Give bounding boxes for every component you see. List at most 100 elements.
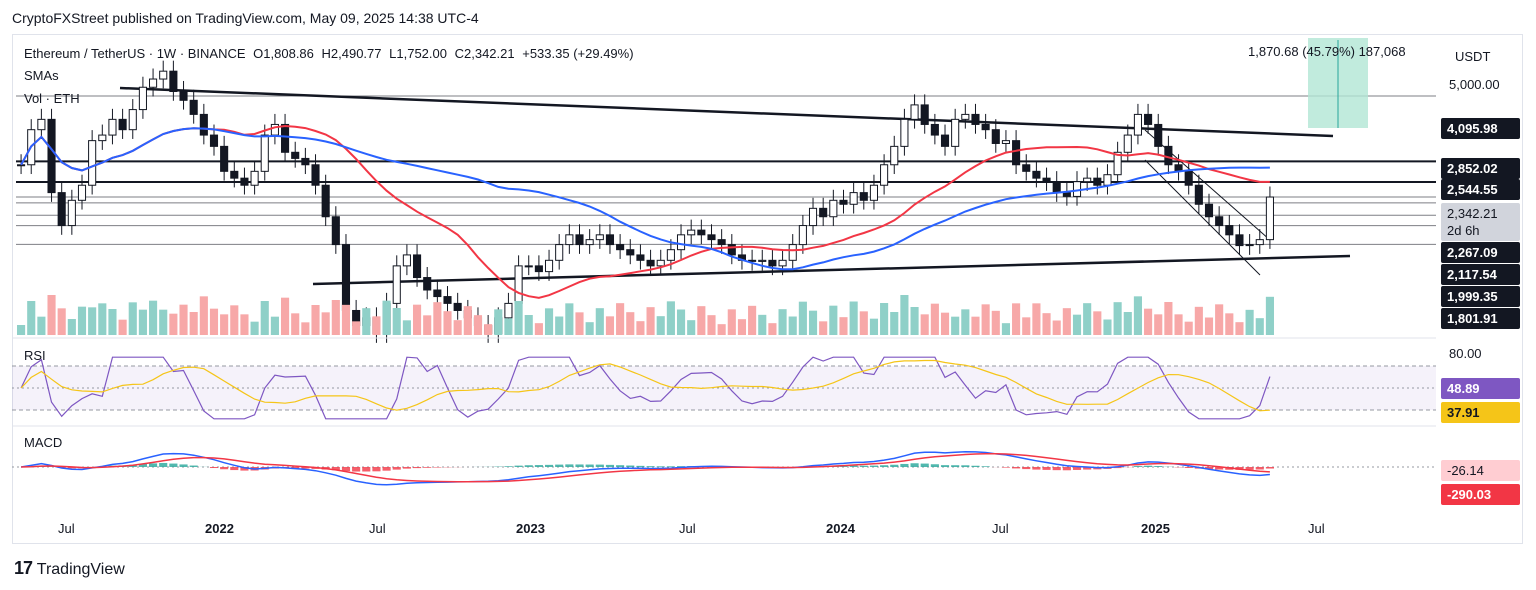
macd-histogram-bar [1012,467,1021,469]
rsi-value-tag: 48.89 [1441,378,1520,399]
volume-bar [951,316,960,335]
candle-body [402,254,411,267]
time-label: Jul [992,521,1009,536]
volume-bar [1174,314,1183,335]
volume-bar [1255,318,1264,335]
macd-histogram-bar [585,464,594,467]
lower-trendline [312,254,1351,286]
candle-body [199,113,208,136]
ohlc-close: C2,342.21 [454,46,515,61]
candle-body [392,265,401,304]
macd-histogram-bar [341,467,351,472]
macd-histogram-bar [981,466,990,467]
volume-legend[interactable]: Vol · ETH [24,91,80,106]
volume-bar [1072,314,1082,335]
tradingview-brand-text: TradingView [36,561,125,578]
macd-histogram-bar [189,465,198,467]
candle-body [514,265,523,304]
time-label: Jul [58,521,75,536]
macd-histogram-bar [1001,467,1011,468]
macd-histogram-bar [890,464,899,467]
sma-fast-line [20,124,1270,299]
time-label: 2025 [1141,521,1170,536]
candle-body [717,239,726,246]
macd-histogram-bar [159,462,168,467]
macd-histogram-bar [1083,467,1092,470]
candle-body [209,134,219,147]
macd-histogram-bar [1052,467,1061,471]
macd-histogram-bar [1144,465,1153,467]
volume-bar [544,308,554,335]
macd-histogram-bar [1255,467,1264,470]
candle-body [433,289,442,298]
volume-bar [118,319,127,335]
volume-bar [473,315,483,335]
macd-histogram-bar [940,465,950,467]
price-tag-2117: 2,117.54 [1441,264,1520,285]
macd-histogram-bar [1184,467,1193,468]
volume-bar [1204,317,1214,335]
macd-histogram-bar [291,467,300,469]
macd-histogram-bar [575,464,584,467]
candle-body [57,192,66,227]
candle-body [412,254,422,279]
candle-body [930,123,939,136]
candle-body [697,229,706,236]
volume-bar [37,316,46,335]
volume-bar [656,316,665,335]
candle-body [260,134,269,172]
sma-legend[interactable]: SMAs [24,68,59,83]
candle-body [534,265,543,273]
volume-bar [636,321,645,335]
volume-bar [1012,303,1021,335]
price-tag-4095: 4,095.98 [1441,118,1520,139]
sma-slow-line [20,127,1270,271]
macd-histogram-bar [362,467,371,472]
rsi-label[interactable]: RSI [24,348,46,363]
volume-bar [880,303,889,335]
candle-body [707,234,716,241]
volume-bar [1083,303,1092,335]
macd-histogram-bar [1032,467,1041,470]
candle-body [666,249,675,261]
volume-bar [940,312,950,335]
candle-body [504,302,513,319]
candle-body [1103,174,1112,186]
ohlc-high: H2,490.77 [321,46,382,61]
candle-body [951,118,960,147]
currency-label[interactable]: USDT [1455,49,1491,64]
candle-body [1184,170,1193,186]
candle-body [77,184,87,201]
volume-bar [27,301,36,335]
volume-bar [443,311,452,335]
macd-histogram-bar [169,463,178,467]
candle-body [687,229,696,236]
macd-histogram-bar [626,465,635,467]
symbol-legend[interactable]: Ethereum / TetherUS · 1W · BINANCE O1,80… [24,46,634,61]
macd-histogram-bar [220,467,229,470]
tradingview-brand[interactable]: 17 TradingView [14,558,125,579]
macd-histogram-bar [544,464,554,467]
candle-body [189,99,198,115]
candle-body [1072,181,1082,197]
upper-trendline [119,86,1334,138]
candle-body [1062,192,1071,197]
rsi-ma-line [20,359,1270,412]
volume-bar [321,312,330,335]
volume-bar [77,306,87,335]
candle-body [1194,184,1203,205]
volume-bar [687,320,696,335]
candle-body [1123,134,1132,153]
candle-body [159,70,168,80]
macd-label[interactable]: MACD [24,435,63,450]
candle-body [788,244,797,261]
macd-signal-line [21,452,1270,483]
volume-bar [1235,322,1244,335]
volume-bar [1245,309,1254,335]
candle-body [1255,239,1264,246]
volume-bar [910,307,919,335]
candle-body [281,123,290,153]
volume-bar [17,325,26,335]
candle-body [17,164,26,167]
